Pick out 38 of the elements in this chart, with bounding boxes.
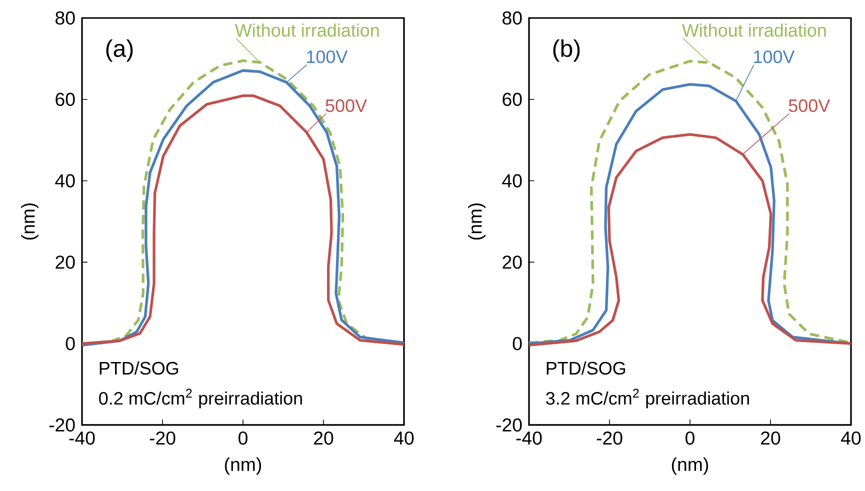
y-tick-label: 20 xyxy=(502,256,522,269)
y-axis-title: (nm) xyxy=(21,203,38,240)
x-tick-label: 40 xyxy=(394,431,414,445)
series-label: 100V xyxy=(307,50,348,64)
annotation: 0.2 mC/cm$^{2}$ preirradiation xyxy=(99,388,302,408)
x-tick-label: -40 xyxy=(516,431,542,445)
x-axis-title: (nm) xyxy=(672,457,708,475)
y-tick-label: 60 xyxy=(56,92,75,106)
annotation: (a) xyxy=(106,39,133,62)
y-tick-label: -20 xyxy=(49,418,75,432)
x-axis-title: (nm) xyxy=(224,457,262,475)
y-tick-label: -20 xyxy=(496,418,522,432)
annotation: 3.2 mC/cm$^{2}$ preirradiation xyxy=(546,388,749,408)
x-tick-label: 20 xyxy=(314,431,334,445)
y-tick-label: 40 xyxy=(55,174,75,188)
text: 100V xyxy=(754,50,795,64)
x-tick-label: 0 xyxy=(686,431,694,445)
y-tick-label: 40 xyxy=(502,174,522,188)
x-tick-label: 40 xyxy=(841,431,861,445)
annotation: PTD/SOG xyxy=(100,361,178,375)
series-label: Without irradiation xyxy=(682,24,826,37)
annotation: (b) xyxy=(553,39,580,62)
x-tick-label: 0 xyxy=(238,431,248,445)
series-label: Without irradiation xyxy=(234,24,379,37)
x-tick-label: -20 xyxy=(150,431,176,445)
x-tick-label: -40 xyxy=(69,431,95,445)
y-tick-label: 20 xyxy=(56,256,75,269)
annotation: PTD/SOG xyxy=(546,361,626,375)
x-tick-label: -20 xyxy=(596,431,622,445)
y-tick-label: 80 xyxy=(56,11,75,25)
series-label: 500V xyxy=(326,99,367,112)
y-tick-label: 0 xyxy=(66,336,75,350)
y-tick-label: 80 xyxy=(502,11,522,25)
y-tick-label: 0 xyxy=(512,336,522,350)
y-tick-label: 60 xyxy=(502,92,522,106)
y-axis-title: (nm) xyxy=(468,203,486,240)
text: 500V xyxy=(788,99,830,112)
x-tick-label: 20 xyxy=(761,431,780,445)
